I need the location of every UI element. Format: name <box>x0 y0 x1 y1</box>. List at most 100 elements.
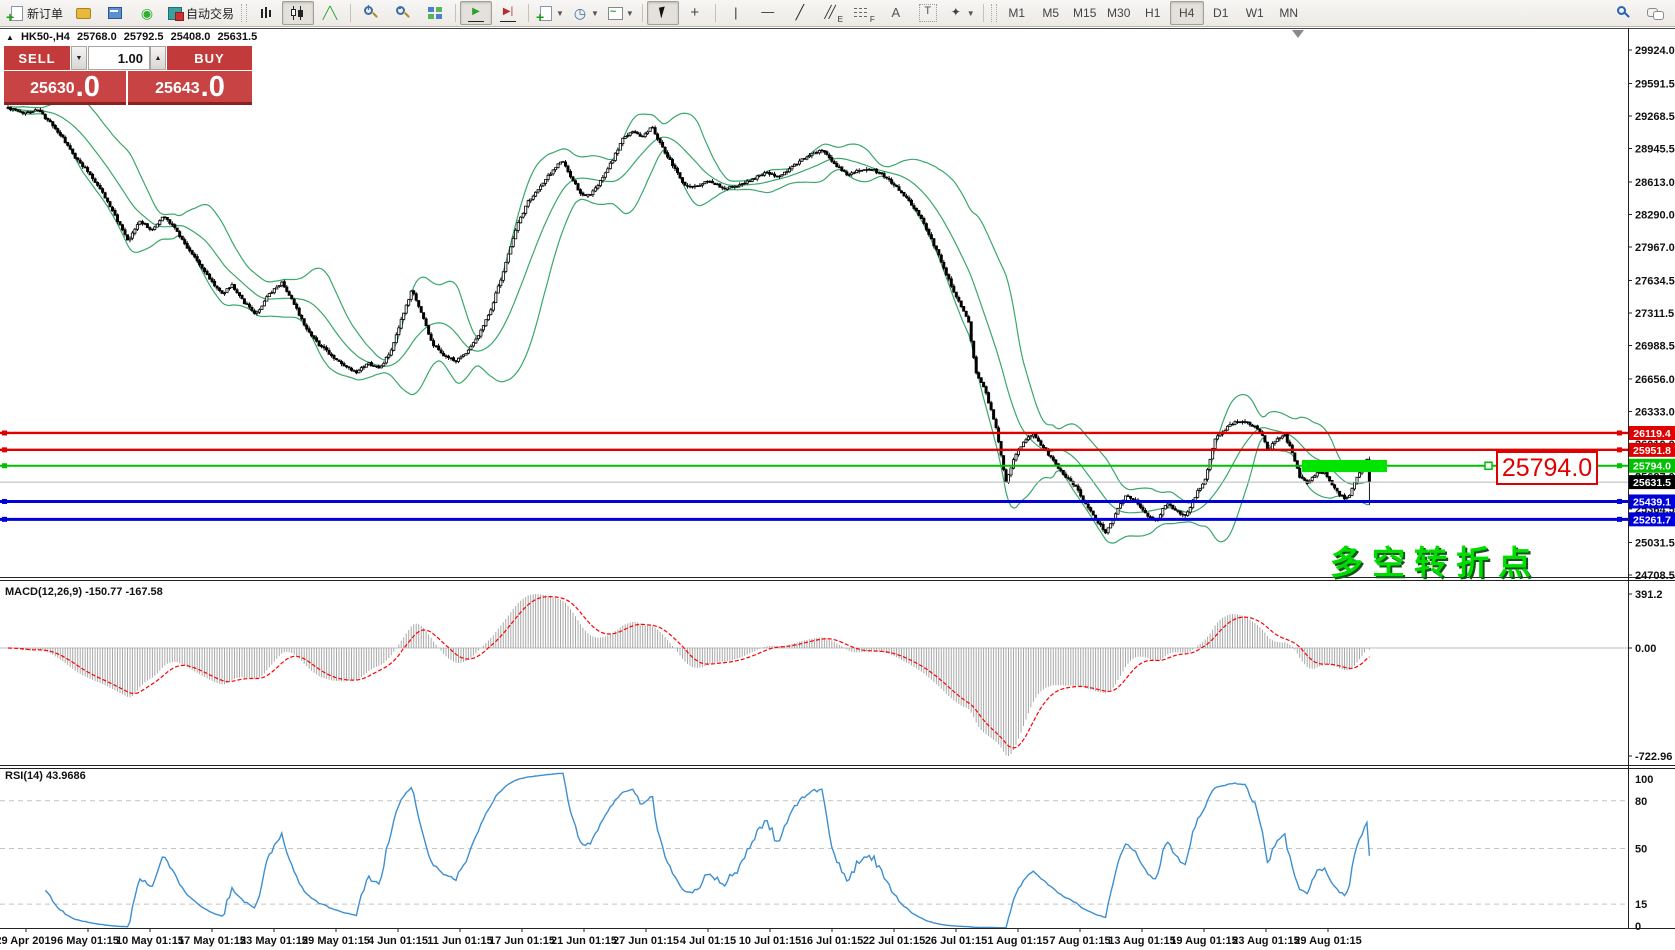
buy-price[interactable]: 25643 .0 <box>128 71 252 105</box>
svg-text:26656.0: 26656.0 <box>1635 374 1675 386</box>
horizontal-line-button[interactable]: — <box>752 1 784 25</box>
svg-text:28945.5: 28945.5 <box>1635 143 1675 155</box>
new-order-label: 新订单 <box>27 6 64 21</box>
fibonacci-button[interactable]: F <box>848 1 880 25</box>
trendline-button[interactable]: ╱ <box>784 1 816 25</box>
svg-text:25439.1: 25439.1 <box>1633 496 1671 508</box>
tile-windows-button[interactable] <box>419 1 451 25</box>
text-button[interactable]: A <box>880 1 912 25</box>
volume-increase-button[interactable]: ▲ <box>150 46 166 70</box>
timeframe-m15-button[interactable]: M15 <box>1073 6 1097 20</box>
timeframe-m1-button[interactable]: M1 <box>1008 6 1026 20</box>
text-label-icon: T <box>918 4 937 22</box>
timeframe-w1-button[interactable]: W1 <box>1245 6 1264 20</box>
arrows-button[interactable]: ✦ ▼ <box>944 1 979 25</box>
toolbar: + 新订单 ◉ 自动交易 <box>0 0 1675 27</box>
timeframe-m5-button[interactable]: M5 <box>1042 6 1060 20</box>
market-watch-icon <box>107 5 123 21</box>
templates-icon: ~ <box>607 5 623 21</box>
chart-shift-button[interactable]: ▶| <box>492 1 524 25</box>
text-label-button[interactable]: T <box>912 1 944 25</box>
svg-text:10 Jul 01:15: 10 Jul 01:15 <box>739 935 801 947</box>
vertical-line-icon: | <box>734 5 738 20</box>
svg-text:28613.0: 28613.0 <box>1635 177 1675 189</box>
svg-text:26988.5: 26988.5 <box>1635 340 1675 352</box>
timeframe-m30-button[interactable]: M30 <box>1107 6 1131 20</box>
market-watch-button[interactable] <box>99 1 131 25</box>
auto-scroll-button[interactable]: ▶ <box>460 1 493 25</box>
price-callout-label: 25794.0 <box>1496 451 1598 485</box>
signals-button[interactable]: ◉ <box>131 1 163 25</box>
svg-text:6 May 01:15: 6 May 01:15 <box>57 935 119 947</box>
panel-collapse-icon[interactable]: ▲ <box>6 33 14 42</box>
sell-price-main: 25630 <box>30 80 75 97</box>
svg-text:391.2: 391.2 <box>1635 589 1663 601</box>
svg-text:25031.5: 25031.5 <box>1635 537 1675 549</box>
svg-text:1 Aug 01:15: 1 Aug 01:15 <box>987 935 1048 947</box>
triangle-down-icon: ▼ <box>75 54 83 62</box>
timeframe-d1-button[interactable]: D1 <box>1213 6 1229 20</box>
turning-point-annotation: 多空转折点 <box>1330 544 1540 581</box>
auto-trading-button[interactable]: 自动交易 <box>163 1 238 25</box>
auto-trading-label: 自动交易 <box>186 6 235 21</box>
ohlc-high: 25792.5 <box>123 31 164 43</box>
volume-decrease-button[interactable]: ▼ <box>71 46 87 70</box>
svg-text:29924.0: 29924.0 <box>1635 45 1675 57</box>
svg-text:25794.0: 25794.0 <box>1633 461 1671 473</box>
svg-text:16 Jul 01:15: 16 Jul 01:15 <box>801 935 863 947</box>
new-order-button[interactable]: + 新订单 <box>4 1 67 25</box>
candlestick-chart-icon <box>290 5 306 21</box>
svg-text:7 Aug 01:15: 7 Aug 01:15 <box>1049 935 1110 947</box>
svg-text:25631.5: 25631.5 <box>1633 477 1671 489</box>
cursor-icon <box>655 5 671 21</box>
svg-text:28290.0: 28290.0 <box>1635 209 1675 221</box>
chat-button[interactable] <box>1639 1 1671 25</box>
macd-panel <box>0 594 1628 756</box>
timeframe-h1-button[interactable]: H1 <box>1145 6 1161 20</box>
svg-text:10 May 01:15: 10 May 01:15 <box>116 935 184 947</box>
zoom-out-button[interactable]: - <box>387 1 419 25</box>
ohlc-close: 25631.5 <box>217 31 258 43</box>
search-button[interactable] <box>1607 1 1639 25</box>
svg-text:11 Jun 01:15: 11 Jun 01:15 <box>427 935 492 947</box>
svg-text:4 Jun 01:15: 4 Jun 01:15 <box>368 935 428 947</box>
new-order-icon: + <box>6 5 24 25</box>
svg-text:29 Apr 2019: 29 Apr 2019 <box>0 935 57 947</box>
timeframe-mn-button[interactable]: MN <box>1279 6 1299 20</box>
timeframe-h4-button[interactable]: H4 <box>1169 1 1204 25</box>
periods-button[interactable]: ◷ ▼ <box>568 1 603 25</box>
line-chart-button[interactable]: ╱╲ <box>314 1 346 25</box>
chart-shift-icon: ▶| <box>500 5 517 22</box>
vertical-line-button[interactable]: | <box>720 1 752 25</box>
svg-text:23 Aug 01:15: 23 Aug 01:15 <box>1232 935 1299 947</box>
bar-chart-button[interactable] <box>250 1 282 25</box>
buy-button[interactable]: BUY <box>167 46 252 70</box>
sell-price-fraction: .0 <box>75 71 100 103</box>
sell-button[interactable]: SELL <box>4 46 70 70</box>
sell-price[interactable]: 25630 .0 <box>4 71 126 105</box>
buy-price-main: 25643 <box>155 80 200 97</box>
svg-text:27311.5: 27311.5 <box>1635 308 1674 320</box>
candlestick-chart-button[interactable] <box>282 1 315 25</box>
cursor-button[interactable] <box>646 1 679 25</box>
ohlc-low: 25408.0 <box>170 31 211 43</box>
svg-text:17 Jun 01:15: 17 Jun 01:15 <box>489 935 555 947</box>
profiles-button[interactable] <box>67 1 99 25</box>
auto-trading-icon <box>167 5 185 21</box>
chevron-down-icon: ▼ <box>625 8 634 18</box>
templates-button[interactable]: ~ ▼ <box>603 1 638 25</box>
volume-input[interactable]: 1.00 <box>88 46 150 70</box>
svg-text:0: 0 <box>1635 921 1641 933</box>
add-indicator-button[interactable]: + ▼ <box>533 1 568 25</box>
line-chart-icon: ╱╲ <box>322 6 338 20</box>
text-icon: A <box>891 5 901 20</box>
crosshair-icon: + <box>690 4 700 21</box>
buy-price-fraction: .0 <box>200 71 225 103</box>
horizontal-line-icon: — <box>761 4 775 19</box>
crosshair-button[interactable]: + <box>679 1 711 25</box>
svg-text:13 Aug 01:15: 13 Aug 01:15 <box>1108 935 1175 947</box>
equidistant-channel-button[interactable]: ╱╱ E <box>816 1 848 25</box>
zoom-in-button[interactable]: + <box>355 1 387 25</box>
